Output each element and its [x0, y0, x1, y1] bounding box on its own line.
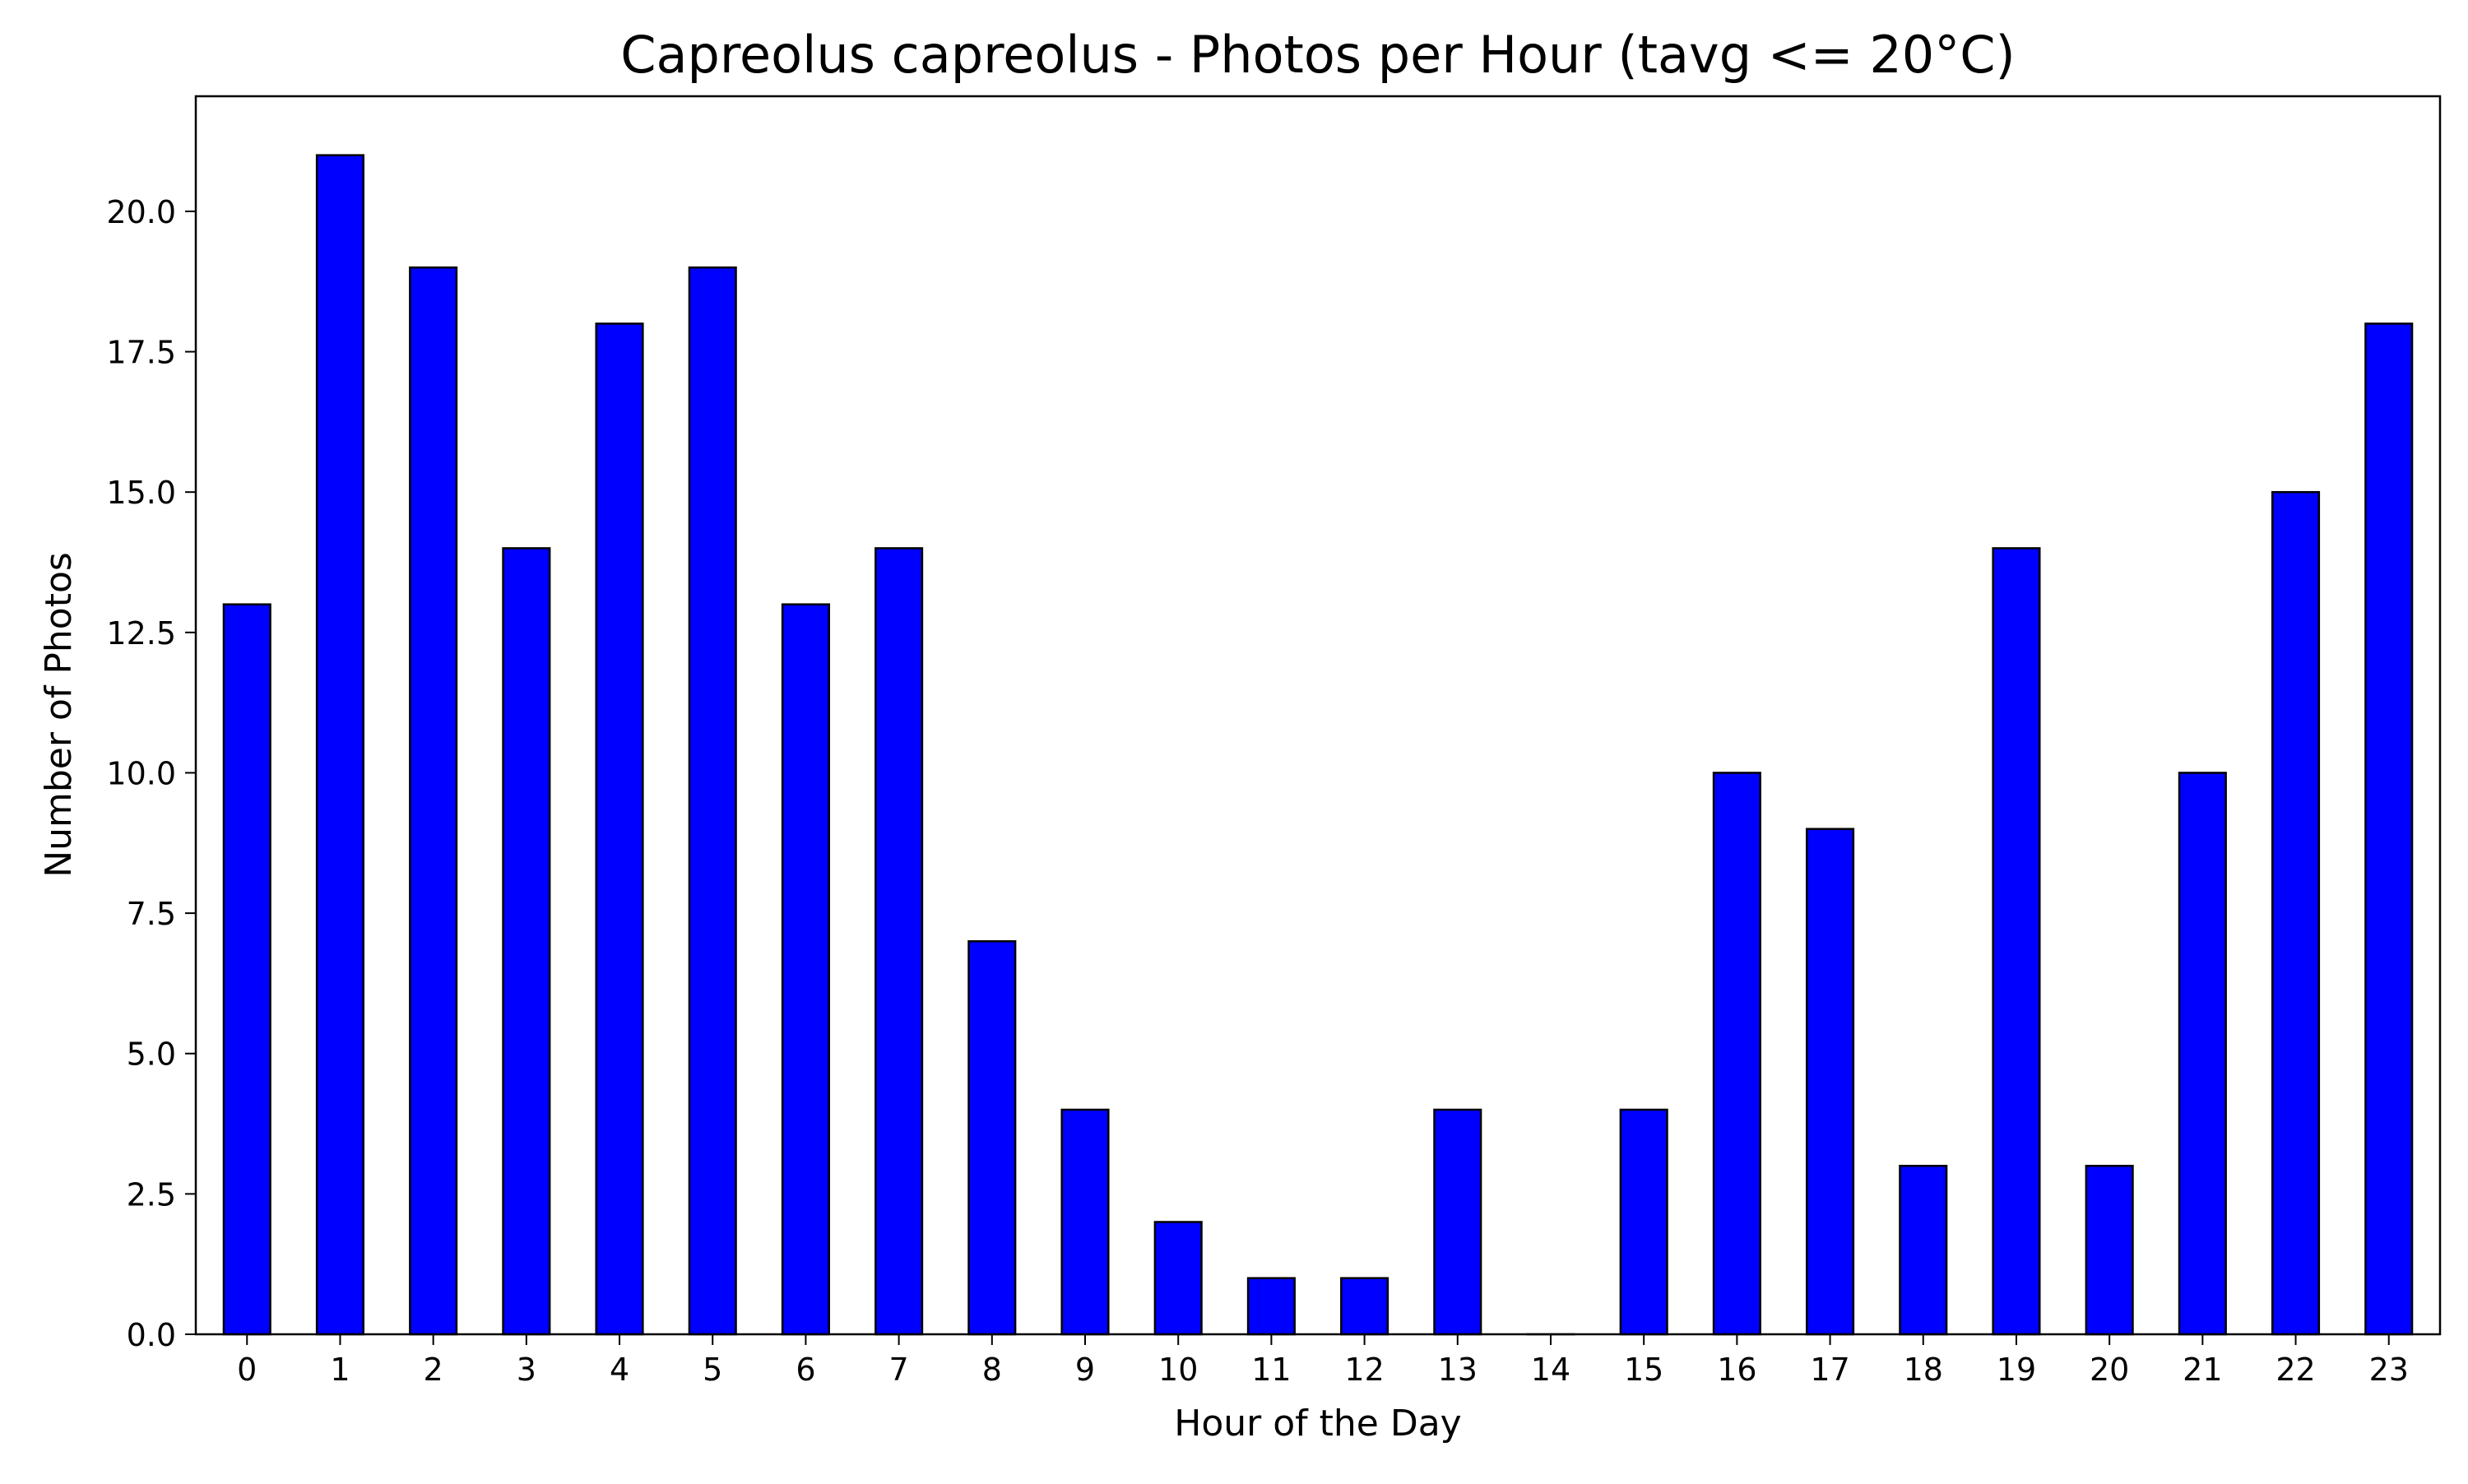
plot-area	[224, 155, 2412, 1334]
bar-hour-21	[2179, 772, 2226, 1334]
y-axis: 0.0 2.5 5.0 7.5 10.0 12.5 15.0 17.5 20.0	[106, 194, 196, 1353]
bar-hour-4	[596, 323, 643, 1334]
x-tick-label: 18	[1904, 1352, 1943, 1388]
y-tick-label: 15.0	[106, 475, 176, 511]
y-tick-label: 17.5	[106, 335, 176, 371]
bar-hour-17	[1807, 829, 1853, 1334]
x-tick-label: 22	[2275, 1352, 2315, 1388]
x-tick-label: 15	[1624, 1352, 1663, 1388]
bar-hour-9	[1062, 1110, 1109, 1334]
bar-hour-3	[503, 548, 550, 1334]
bar-hour-2	[410, 267, 457, 1334]
bar-hour-11	[1248, 1278, 1295, 1334]
x-tick-label: 7	[889, 1352, 909, 1388]
bar-hour-10	[1155, 1222, 1202, 1334]
x-tick-label: 10	[1158, 1352, 1198, 1388]
x-tick-label: 1	[330, 1352, 350, 1388]
bar-hour-16	[1714, 772, 1761, 1334]
x-tick-label: 2	[424, 1352, 443, 1388]
y-tick-label: 5.0	[127, 1036, 176, 1073]
x-tick-label: 14	[1531, 1352, 1570, 1388]
x-tick-label: 9	[1075, 1352, 1095, 1388]
x-tick-label: 5	[703, 1352, 722, 1388]
bar-hour-20	[2086, 1166, 2133, 1334]
bar-hour-12	[1341, 1278, 1388, 1334]
bar-hour-23	[2365, 323, 2412, 1334]
bar-hour-5	[689, 267, 736, 1334]
y-tick-label: 10.0	[106, 755, 176, 791]
bar-hour-6	[782, 605, 829, 1334]
chart-title: Capreolus capreolus - Photos per Hour (t…	[620, 25, 2015, 85]
x-tick-label: 3	[517, 1352, 536, 1388]
bar-hour-1	[317, 155, 364, 1334]
x-tick-label: 4	[610, 1352, 629, 1388]
x-tick-label: 21	[2183, 1352, 2222, 1388]
bar-hour-18	[1900, 1166, 1946, 1334]
y-tick-label: 7.5	[127, 896, 176, 932]
x-tick-label: 11	[1251, 1352, 1291, 1388]
x-tick-label: 23	[2369, 1352, 2409, 1388]
bar-hour-0	[224, 605, 271, 1334]
x-tick-label: 8	[982, 1352, 1002, 1388]
x-tick-label: 0	[237, 1352, 257, 1388]
bar-hour-22	[2272, 492, 2319, 1334]
bar-hour-13	[1434, 1110, 1481, 1334]
y-tick-label: 12.5	[106, 615, 176, 652]
x-tick-label: 19	[1997, 1352, 2036, 1388]
x-tick-label: 12	[1344, 1352, 1384, 1388]
y-tick-label: 0.0	[127, 1317, 176, 1353]
y-axis-label: Number of Photos	[38, 552, 80, 878]
bar-hour-15	[1621, 1110, 1668, 1334]
bar-hour-19	[1993, 548, 2040, 1334]
x-tick-label: 17	[1810, 1352, 1849, 1388]
x-tick-label: 16	[1717, 1352, 1756, 1388]
x-tick-label: 6	[796, 1352, 815, 1388]
y-tick-label: 2.5	[127, 1176, 176, 1213]
y-tick-label: 20.0	[106, 194, 176, 230]
x-tick-label: 20	[2090, 1352, 2129, 1388]
bar-hour-8	[969, 941, 1016, 1334]
x-tick-label: 13	[1438, 1352, 1478, 1388]
x-axis-label: Hour of the Day	[1174, 1403, 1461, 1445]
bar-hour-7	[875, 548, 922, 1334]
